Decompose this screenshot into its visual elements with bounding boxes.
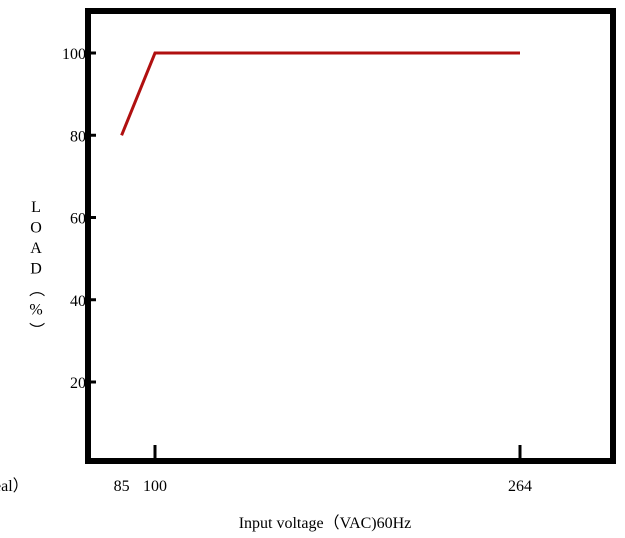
plot-frame [85,8,616,464]
x-tick-label: 100 [143,478,167,495]
y-tick-label: 20 [70,375,86,392]
series-group [120,51,520,136]
y-label-char: % [29,302,42,319]
y-tick-label: 80 [70,128,86,145]
y-axis-ticks: 20 40 60 80 100 [62,46,96,392]
left-edge-fragment: eal） [0,477,29,495]
y-tick-label: 40 [70,293,86,310]
x-tick-label: 264 [508,478,532,495]
y-label-char: （ [27,281,45,297]
y-label-char: O [30,220,42,237]
x-tick-label: 85 [114,478,130,495]
x-axis-label: Input voltage（VAC)60Hz [239,514,412,532]
y-tick-label: 100 [62,46,86,63]
y-label-char: A [30,240,42,257]
y-label-char: ） [27,322,45,338]
series-line [120,51,520,136]
y-label-char: L [31,199,41,216]
x-axis-ticks: 85 100 264 [114,445,532,495]
y-label-char: D [30,261,42,278]
y-tick-label: 60 [70,211,86,228]
